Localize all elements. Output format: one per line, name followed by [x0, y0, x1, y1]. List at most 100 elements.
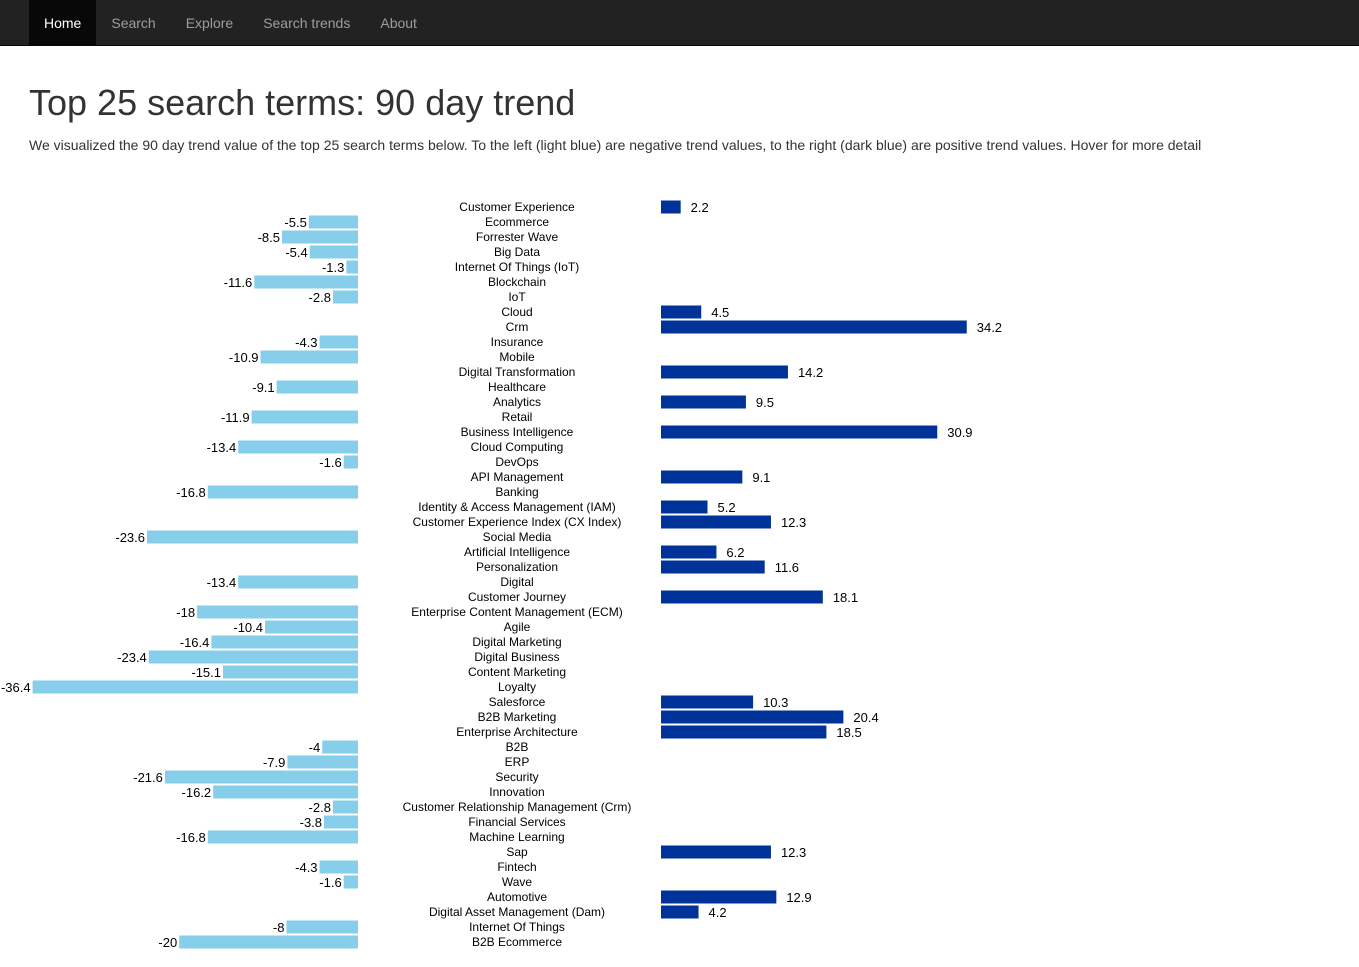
- negative-bar[interactable]: [32, 680, 359, 694]
- value-label: -7.9: [263, 755, 285, 770]
- category-label: IoT: [508, 290, 526, 304]
- negative-bar[interactable]: [164, 770, 358, 784]
- value-label: -11.9: [221, 410, 250, 425]
- category-label: Sap: [506, 845, 528, 859]
- negative-bar[interactable]: [223, 665, 358, 679]
- negative-bar[interactable]: [286, 920, 358, 934]
- chart-row: Innovation -16.2: [182, 785, 545, 800]
- category-label: B2B: [506, 740, 529, 754]
- chart-row: Customer Relationship Management (Crm) -2…: [309, 800, 632, 815]
- negative-bar[interactable]: [276, 380, 358, 394]
- negative-bar[interactable]: [308, 215, 358, 229]
- positive-bar[interactable]: [661, 725, 827, 739]
- negative-bar[interactable]: [260, 350, 358, 364]
- negative-bar[interactable]: [346, 260, 358, 274]
- positive-bar[interactable]: [661, 365, 788, 379]
- value-label: 9.5: [756, 395, 774, 410]
- chart-row: Forrester Wave -8.5: [258, 230, 559, 245]
- negative-bar[interactable]: [332, 800, 358, 814]
- negative-bar[interactable]: [319, 860, 358, 874]
- category-label: Identity & Access Management (IAM): [418, 500, 615, 514]
- negative-bar[interactable]: [254, 275, 358, 289]
- negative-bar[interactable]: [332, 290, 358, 304]
- positive-bar[interactable]: [661, 845, 771, 859]
- nav-explore[interactable]: Explore: [185, 14, 234, 31]
- positive-bar[interactable]: [661, 425, 938, 439]
- category-label: Security: [495, 770, 538, 784]
- category-label: Customer Experience Index (CX Index): [413, 515, 622, 529]
- positive-bar[interactable]: [661, 590, 823, 604]
- page-description: We visualized the 90 day trend value of …: [29, 137, 1202, 153]
- chart-row: Mobile -10.9: [229, 350, 535, 365]
- value-label: 4.5: [711, 305, 729, 320]
- negative-bar[interactable]: [322, 740, 358, 754]
- chart-row: Insurance -4.3: [295, 335, 544, 350]
- positive-bar[interactable]: [661, 560, 765, 574]
- positive-bar[interactable]: [661, 470, 743, 484]
- category-label: Social Media: [483, 530, 552, 544]
- value-label: -20: [158, 935, 177, 950]
- positive-bar[interactable]: [661, 200, 681, 214]
- negative-bar[interactable]: [238, 575, 358, 589]
- chart-row: Customer Experience 2.2: [459, 200, 708, 215]
- negative-bar[interactable]: [207, 830, 358, 844]
- category-label: Salesforce: [489, 695, 546, 709]
- chart-row: Automotive 12.9: [487, 890, 812, 905]
- category-label: Automotive: [487, 890, 547, 904]
- nav-search[interactable]: Search: [111, 14, 156, 31]
- negative-bar[interactable]: [148, 650, 358, 664]
- chart-row: Enterprise Architecture 18.5: [456, 725, 861, 740]
- negative-bar[interactable]: [179, 935, 358, 949]
- value-label: -1.6: [319, 455, 341, 470]
- negative-bar[interactable]: [287, 755, 358, 769]
- negative-bar[interactable]: [211, 635, 358, 649]
- nav-home[interactable]: Home: [29, 0, 97, 45]
- category-label: Financial Services: [468, 815, 565, 829]
- negative-bar[interactable]: [197, 605, 358, 619]
- value-label: -18: [176, 605, 195, 620]
- positive-bar[interactable]: [661, 695, 754, 709]
- nav-search-trends[interactable]: Search trends: [263, 14, 351, 31]
- negative-bar[interactable]: [251, 410, 358, 424]
- value-label: -16.2: [182, 785, 212, 800]
- negative-bar[interactable]: [343, 455, 358, 469]
- positive-bar[interactable]: [661, 395, 746, 409]
- category-label: Digital Transformation: [459, 365, 576, 379]
- negative-bar[interactable]: [207, 485, 358, 499]
- negative-bar[interactable]: [282, 230, 358, 244]
- negative-bar[interactable]: [213, 785, 358, 799]
- value-label: 20.4: [853, 710, 878, 725]
- positive-bar[interactable]: [661, 515, 771, 529]
- chart-row: Personalization 11.6: [476, 560, 799, 575]
- negative-bar[interactable]: [147, 530, 358, 544]
- negative-bar[interactable]: [265, 620, 358, 634]
- value-label: -2.8: [309, 800, 331, 815]
- positive-bar[interactable]: [661, 890, 777, 904]
- category-label: Cloud Computing: [471, 440, 564, 454]
- category-label: B2B Marketing: [478, 710, 557, 724]
- chart-row: B2B Ecommerce -20: [158, 935, 562, 950]
- nav-about[interactable]: About: [380, 14, 417, 31]
- positive-bar[interactable]: [661, 545, 717, 559]
- value-label: 11.6: [775, 560, 799, 575]
- category-label: Customer Journey: [468, 590, 566, 604]
- positive-bar[interactable]: [661, 500, 708, 514]
- negative-bar[interactable]: [319, 335, 358, 349]
- negative-bar[interactable]: [238, 440, 358, 454]
- category-label: Business Intelligence: [461, 425, 574, 439]
- positive-bar[interactable]: [661, 710, 844, 724]
- positive-bar[interactable]: [661, 305, 702, 319]
- value-label: 14.2: [798, 365, 823, 380]
- negative-bar[interactable]: [309, 245, 358, 259]
- value-label: 18.1: [833, 590, 858, 605]
- positive-bar[interactable]: [661, 320, 967, 334]
- value-label: -10.4: [233, 620, 263, 635]
- category-label: Healthcare: [488, 380, 546, 394]
- chart-row: DevOps -1.6: [319, 455, 538, 470]
- chart-row: Banking -16.8: [176, 485, 539, 500]
- positive-bar[interactable]: [661, 905, 699, 919]
- negative-bar[interactable]: [324, 815, 358, 829]
- chart-row: Digital Business -23.4: [117, 650, 560, 665]
- category-label: Analytics: [493, 395, 541, 409]
- negative-bar[interactable]: [343, 875, 358, 889]
